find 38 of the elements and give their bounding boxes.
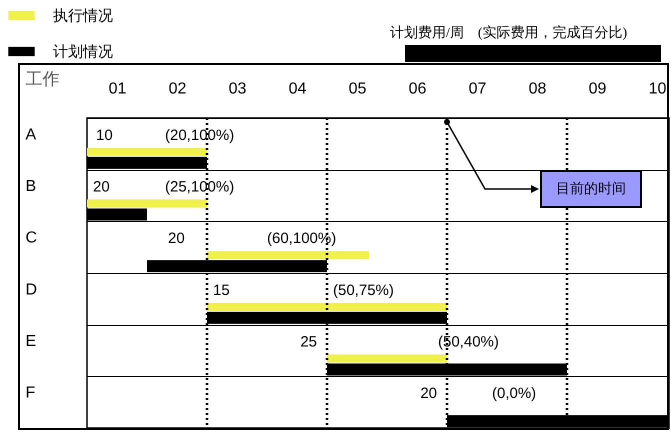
y-tick-label: C [26,230,38,247]
annotation: 25 [300,334,317,350]
annotation: 20 [93,178,110,196]
annotation: (50,40%) [438,334,499,350]
annotation: (50,75%) [333,282,394,299]
chart-subtitle: 计划费用/周 (实际费用，完成百分比) [390,24,628,42]
x-tick-label: 06 [408,80,426,98]
annotation: (60,100%) [267,230,336,248]
x-tick-label: 03 [228,80,246,98]
x-tick-label: 04 [288,80,306,98]
annotation: (25,100%) [165,178,234,196]
x-tick-label: 08 [528,80,546,98]
x-tick-label: 10 [648,80,666,98]
legend-label: 计划情况 [53,44,113,60]
legend-label: 执行情况 [53,8,113,24]
annotation: 20 [168,230,185,248]
bar [207,302,447,311]
y-tick-label: F [26,384,36,402]
y-tick-label: A [26,126,36,144]
y-axis-title: 工作 [26,70,60,88]
x-tick-label: 09 [588,80,606,98]
annotation: 20 [420,385,437,402]
bar [327,354,447,362]
y-tick-label: E [26,333,36,350]
x-tick-label: 02 [168,80,186,98]
annotation: (20,100%) [165,126,234,144]
x-tick-label: 07 [468,80,486,98]
annotation: (0,0%) [492,385,536,402]
x-tick-label: 05 [348,80,366,98]
annotation: 目前的时间 [540,170,642,208]
x-tick-label: 01 [108,80,126,98]
y-tick-label: D [26,281,38,298]
annotation: 15 [213,282,230,299]
bar [87,148,207,156]
y-tick-label: B [26,178,36,195]
bar [87,200,207,208]
annotation: 10 [96,126,113,144]
bar [207,251,369,260]
